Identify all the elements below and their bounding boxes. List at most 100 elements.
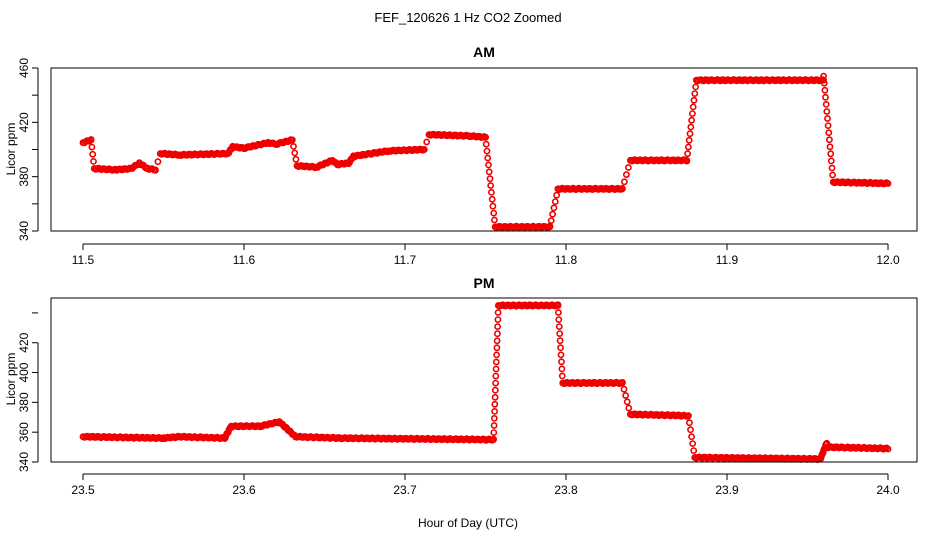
pm-data-point [490,429,498,436]
pm-x-tick-label: 23.8 [554,483,578,497]
am-data-point [420,146,428,153]
pm-data-point [492,379,499,387]
am-data-point [884,180,892,187]
pm-data-point [556,337,564,345]
am-data-point [485,161,492,169]
am-data-point [151,166,159,174]
am-data-point [88,143,96,151]
am-x-tick-label: 11.6 [233,253,256,267]
am-data-point [820,72,827,80]
pm-data-point [494,323,501,330]
pm-data-point [558,372,566,380]
am-data-point [619,185,626,193]
am-data-point [826,143,834,151]
pm-x-tick-label: 23.9 [715,483,739,497]
pm-panel: PM Licor ppm 23.5 23.6 23.7 23.8 23.9 24.0 340… [4,275,918,497]
am-x-tick-label: 11.5 [72,253,95,267]
am-data-point [822,93,829,101]
pm-x-tick-label: 24.0 [876,483,900,497]
am-y-tick-label: 380 [17,166,31,186]
pm-data-point [493,337,501,345]
pm-y-axis-label: Licor ppm [4,353,18,406]
am-data-point [685,143,692,151]
pm-y-tick-label: 340 [17,452,31,472]
pm-x-tick-label: 23.7 [393,483,417,497]
am-data-point [827,157,835,165]
am-data-point [486,175,494,183]
pm-data-point [491,400,499,408]
pm-data-point [557,344,564,352]
am-x-tick-label: 11.8 [555,253,578,267]
am-y-tick-label: 340 [17,221,31,241]
am-data-point [824,122,832,129]
am-data-point [623,171,630,178]
am-data-point [823,108,831,115]
am-data-point [826,136,833,144]
am-data-point [685,136,693,144]
pm-data-point [555,316,563,323]
am-x-tick-label: 12.0 [876,253,900,267]
am-data-point [621,178,628,186]
am-data-point [824,115,831,122]
am-data-point [820,79,828,87]
pm-data-point [558,365,566,373]
am-plot-frame [50,67,918,232]
am-x-tick-label: 11.9 [716,253,739,267]
am-data-point [490,216,498,224]
pm-data-point [625,404,633,412]
am-data-point [550,204,558,212]
pm-x-tick-label: 23.6 [232,483,256,497]
am-data-point [291,149,299,157]
am-data-point [689,103,697,111]
am-data-point [829,171,836,179]
am-points [79,72,892,231]
am-data-point [820,76,827,84]
pm-data-point [688,433,695,441]
pm-data-point [491,393,499,401]
pm-data-point [555,323,563,330]
pm-points [79,301,892,463]
pm-data-point [685,412,692,420]
am-data-point [488,195,496,203]
am-data-point [688,116,695,124]
am-data-point [822,101,830,108]
am-data-point [689,110,696,117]
pm-data-point [554,302,562,309]
pm-data-point [492,365,500,373]
pm-data-point [557,351,565,359]
am-data-point [686,130,694,138]
pm-data-point [492,372,500,380]
am-y-tick-label: 420 [17,112,31,132]
pm-data-point [490,436,497,443]
pm-data-point [493,351,500,359]
am-data-point [482,140,490,148]
am-data-point [485,168,493,176]
pm-data-point [493,330,501,338]
am-y-axis-label: Licor ppm [4,123,18,176]
am-data-point [423,138,431,146]
am-data-point [828,164,836,172]
pm-data-point [687,426,694,434]
am-data-point [489,202,497,210]
am-data-point [546,223,554,231]
pm-y-tick-label: 400 [17,362,31,382]
am-y-tick-label: 460 [17,58,31,78]
pm-data-point [493,344,501,352]
am-data-point [90,157,97,165]
am-data-point [683,156,691,164]
pm-data-point [490,414,498,422]
am-axes: 11.5 11.6 11.7 11.8 11.9 12.0 340 380 420 460 [17,58,900,267]
pm-data-point [558,358,565,366]
pm-data-point [619,379,626,387]
am-data-point [690,96,698,104]
am-data-point [154,158,162,166]
pm-y-tick-label: 420 [17,332,31,352]
pm-data-point [686,419,693,427]
am-data-point [827,150,835,158]
am-data-point [547,217,555,224]
am-x-tick-label: 11.7 [394,253,417,267]
pm-data-point [884,445,892,453]
am-data-point [490,209,498,217]
am-data-point [290,142,297,150]
